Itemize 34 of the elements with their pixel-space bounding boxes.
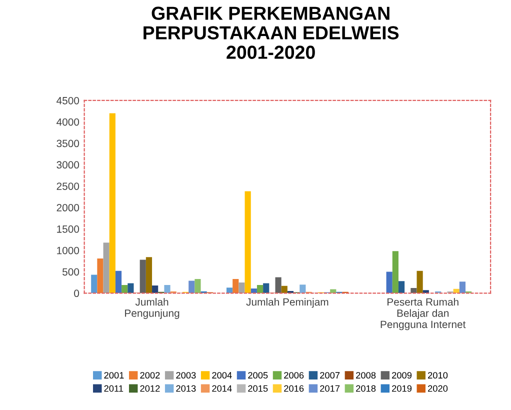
legend-label: 2015 — [248, 385, 268, 392]
legend-label: 2017 — [320, 385, 340, 392]
legend-label: 2004 — [212, 372, 232, 379]
legend-label: 2003 — [176, 372, 196, 379]
x-tick-label: Peserta Rumah Belajar dan Pengguna Internet — [380, 298, 466, 330]
legend-label: 2008 — [356, 372, 376, 379]
legend-label: 2019 — [392, 385, 412, 392]
legend-label: 2014 — [212, 385, 232, 392]
legend-label: 2001 — [104, 372, 124, 379]
y-tick-label: 2000 — [56, 204, 80, 212]
legend-label: 2009 — [392, 372, 412, 379]
legend-label: 2011 — [104, 385, 124, 392]
y-tick-label: 500 — [62, 268, 80, 276]
y-tick-label: 3500 — [56, 140, 80, 148]
y-tick-label: 0 — [74, 290, 80, 298]
chart-title: GRAFIK PERKEMBANGAN PERPUSTAKAAN EDELWEIS 2001-2020 — [144, 6, 399, 59]
x-tick-label: Jumlah Peminjam — [246, 298, 328, 308]
y-tick-label: 4000 — [56, 118, 80, 126]
y-tick-label: 2500 — [56, 182, 80, 190]
y-tick-label: 3000 — [56, 161, 80, 169]
y-tick-label: 1500 — [57, 225, 80, 233]
legend-label: 2006 — [284, 372, 304, 379]
legend-label: 2016 — [284, 385, 304, 392]
y-tick-label: 4500 — [56, 96, 80, 104]
legend-label: 2013 — [176, 385, 196, 392]
legend-label: 2020 — [428, 385, 448, 392]
legend-label: 2007 — [320, 372, 340, 379]
legend-label: 2002 — [140, 372, 160, 379]
y-tick-label: 1000 — [57, 246, 80, 254]
legend-label: 2005 — [248, 372, 268, 379]
x-tick-label: Jumlah Pengunjung — [125, 298, 180, 319]
legend-label: 2010 — [428, 372, 448, 379]
legend-label: 2012 — [140, 385, 160, 392]
legend-label: 2018 — [356, 385, 376, 392]
